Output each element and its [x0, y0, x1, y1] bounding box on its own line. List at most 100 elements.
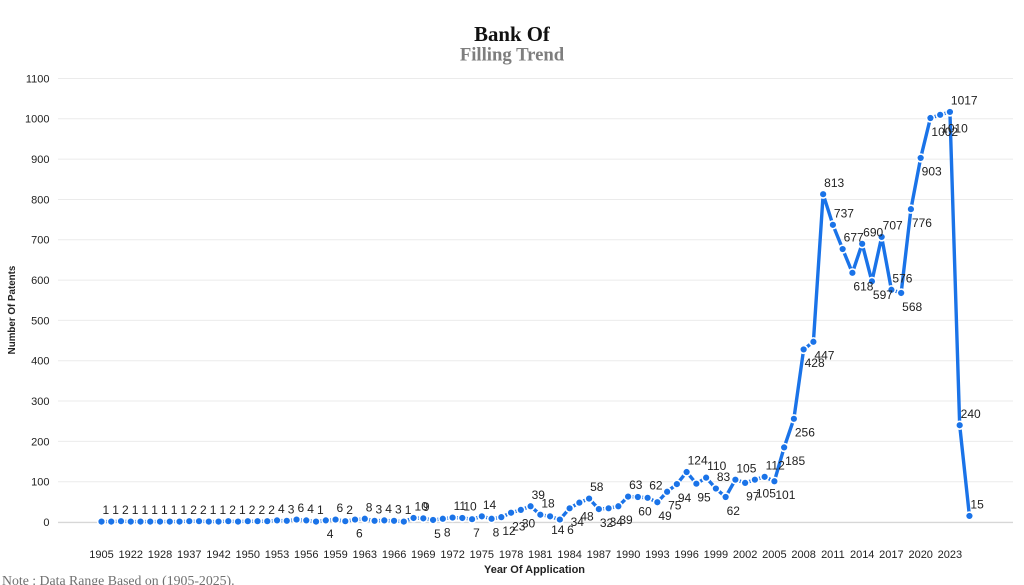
- svg-text:1: 1: [210, 503, 217, 517]
- svg-text:428: 428: [805, 356, 825, 370]
- svg-text:4: 4: [307, 502, 314, 516]
- svg-text:2: 2: [190, 503, 197, 517]
- svg-text:2008: 2008: [791, 549, 815, 561]
- svg-text:900: 900: [31, 154, 49, 166]
- svg-text:39: 39: [532, 488, 546, 502]
- svg-text:707: 707: [883, 219, 903, 233]
- svg-text:1922: 1922: [119, 549, 143, 561]
- svg-text:2: 2: [229, 503, 236, 517]
- svg-text:6: 6: [298, 501, 305, 515]
- svg-text:100: 100: [31, 477, 49, 489]
- svg-text:60: 60: [638, 505, 652, 519]
- svg-text:1: 1: [405, 503, 412, 517]
- svg-text:597: 597: [873, 288, 893, 302]
- svg-text:1002: 1002: [931, 125, 958, 139]
- svg-text:10: 10: [463, 500, 477, 514]
- svg-text:112: 112: [766, 458, 785, 472]
- svg-text:4: 4: [278, 502, 285, 516]
- svg-text:1984: 1984: [557, 549, 581, 561]
- svg-text:Number Of Patents: Number Of Patents: [7, 265, 18, 354]
- svg-text:6: 6: [567, 523, 574, 537]
- svg-text:4: 4: [327, 527, 334, 541]
- svg-text:447: 447: [814, 349, 834, 363]
- svg-text:4: 4: [385, 502, 392, 516]
- svg-text:1: 1: [181, 503, 188, 517]
- svg-text:2017: 2017: [879, 549, 903, 561]
- svg-text:813: 813: [824, 176, 844, 190]
- svg-text:62: 62: [727, 504, 741, 518]
- svg-text:2023: 2023: [938, 549, 962, 561]
- svg-text:0: 0: [43, 517, 49, 529]
- svg-text:6: 6: [337, 501, 344, 515]
- svg-text:2: 2: [122, 503, 129, 517]
- svg-text:Filling Trend: Filling Trend: [460, 44, 565, 65]
- svg-text:62: 62: [649, 479, 663, 493]
- svg-text:Year Of Application: Year Of Application: [484, 564, 585, 576]
- svg-text:2020: 2020: [908, 549, 932, 561]
- svg-text:2011: 2011: [821, 549, 845, 561]
- svg-text:700: 700: [31, 235, 49, 247]
- svg-text:1972: 1972: [440, 549, 464, 561]
- svg-text:12: 12: [502, 524, 516, 538]
- svg-text:576: 576: [892, 271, 912, 285]
- svg-text:1: 1: [132, 503, 139, 517]
- svg-text:Bank Of: Bank Of: [474, 23, 551, 46]
- svg-text:1966: 1966: [382, 549, 406, 561]
- svg-text:300: 300: [31, 396, 49, 408]
- svg-text:677: 677: [844, 231, 864, 245]
- svg-text:1981: 1981: [528, 549, 552, 561]
- svg-text:75: 75: [668, 499, 682, 513]
- svg-text:1: 1: [317, 503, 324, 517]
- svg-text:690: 690: [863, 225, 883, 239]
- svg-text:618: 618: [853, 280, 873, 294]
- svg-text:34: 34: [571, 515, 585, 529]
- svg-text:5: 5: [434, 527, 441, 541]
- svg-text:1: 1: [142, 503, 149, 517]
- svg-text:97: 97: [746, 490, 760, 504]
- svg-text:1953: 1953: [265, 549, 289, 561]
- svg-text:105: 105: [756, 487, 776, 501]
- svg-text:1969: 1969: [411, 549, 435, 561]
- svg-text:200: 200: [31, 436, 49, 448]
- svg-text:1942: 1942: [206, 549, 230, 561]
- svg-text:1996: 1996: [674, 549, 698, 561]
- svg-text:3: 3: [376, 502, 383, 516]
- svg-text:8: 8: [444, 526, 451, 540]
- svg-text:400: 400: [31, 356, 49, 368]
- svg-text:1956: 1956: [294, 549, 318, 561]
- svg-text:101: 101: [775, 488, 795, 502]
- svg-text:1010: 1010: [941, 122, 968, 136]
- svg-text:Note : Data Range Based on (19: Note : Data Range Based on (1905-2025).: [2, 573, 235, 585]
- svg-text:903: 903: [922, 165, 942, 179]
- svg-text:18: 18: [541, 496, 555, 510]
- svg-text:2002: 2002: [733, 549, 757, 561]
- svg-text:94: 94: [678, 491, 692, 505]
- svg-text:240: 240: [961, 407, 981, 421]
- svg-text:124: 124: [688, 454, 708, 468]
- svg-text:737: 737: [834, 207, 854, 221]
- svg-text:3: 3: [395, 502, 402, 516]
- svg-text:10: 10: [415, 500, 429, 514]
- svg-text:58: 58: [590, 480, 604, 494]
- svg-text:105: 105: [736, 461, 756, 475]
- svg-text:30: 30: [522, 517, 536, 531]
- svg-text:23: 23: [512, 520, 526, 534]
- svg-text:110: 110: [707, 459, 726, 473]
- svg-text:2: 2: [346, 503, 353, 517]
- svg-text:776: 776: [912, 216, 932, 230]
- svg-text:1100: 1100: [26, 73, 50, 85]
- svg-text:1000: 1000: [25, 114, 49, 126]
- svg-text:1963: 1963: [353, 549, 377, 561]
- svg-text:2014: 2014: [850, 549, 874, 561]
- svg-text:1: 1: [112, 503, 119, 517]
- svg-text:1975: 1975: [470, 549, 494, 561]
- svg-text:2005: 2005: [762, 549, 786, 561]
- svg-text:6: 6: [356, 526, 363, 540]
- svg-text:83: 83: [717, 470, 731, 484]
- svg-text:1990: 1990: [616, 549, 640, 561]
- svg-text:1959: 1959: [323, 549, 347, 561]
- svg-text:1999: 1999: [704, 549, 728, 561]
- svg-text:14: 14: [551, 523, 565, 537]
- svg-text:1937: 1937: [177, 549, 201, 561]
- svg-text:2: 2: [200, 503, 207, 517]
